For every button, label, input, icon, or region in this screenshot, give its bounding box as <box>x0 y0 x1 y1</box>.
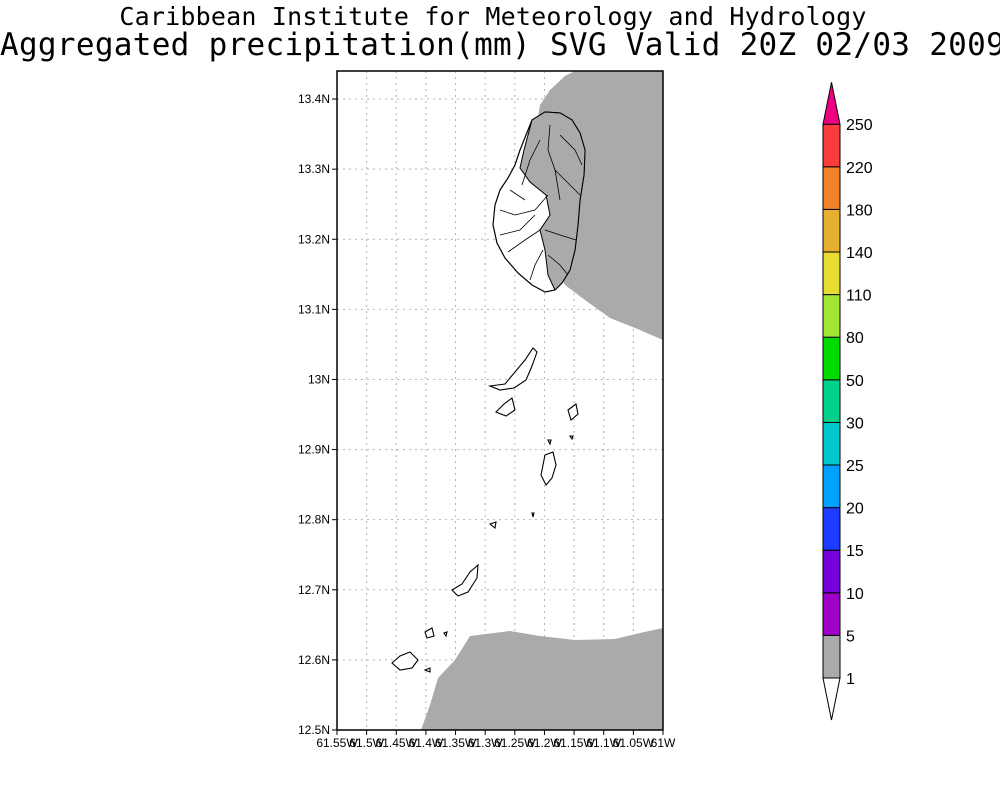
canouan-island <box>540 451 557 486</box>
lon-tick-label: 61.15W <box>553 736 595 750</box>
colorbar-label: 5 <box>846 628 855 645</box>
colorbar-label: 140 <box>846 245 873 262</box>
st-vincent-wet-east <box>519 111 586 291</box>
colorbar-label: 80 <box>846 330 864 347</box>
colorbar-label: 15 <box>846 543 864 560</box>
institute-title: Caribbean Institute for Meteorology and … <box>119 2 867 31</box>
longitude-axis: 61.55W61.5W61.45W61.4W61.35W61.3W61.25W6… <box>316 730 676 750</box>
lat-tick-label: 12.9N <box>298 443 330 457</box>
st-vincent-island <box>492 111 586 293</box>
lat-tick-label: 13.4N <box>298 92 330 106</box>
lon-tick-label: 61.05W <box>613 736 655 750</box>
colorbar-swatch <box>822 549 841 594</box>
lat-tick-label: 12.5N <box>298 723 330 737</box>
mustique-island <box>495 397 516 417</box>
bequia-island <box>487 347 538 391</box>
islet-5 <box>568 435 574 441</box>
grenadines-islands <box>391 347 579 673</box>
colorbar-swatch <box>822 336 841 381</box>
colorbar-label: 20 <box>846 501 864 518</box>
lon-tick-label: 61.25W <box>494 736 536 750</box>
colorbar-label: 110 <box>846 288 872 305</box>
union-island <box>451 563 479 597</box>
colorbar-top-arrow <box>822 82 841 125</box>
colorbar-bottom-arrow <box>822 677 841 721</box>
colorbar-swatch <box>822 208 841 253</box>
colorbar-swatch <box>822 464 841 509</box>
lat-tick-label: 13.3N <box>298 162 330 176</box>
lon-tick-label: 61.2W <box>527 736 562 750</box>
petite-martinique-island <box>424 627 435 639</box>
islet-3 <box>423 667 431 673</box>
islet-2 <box>547 439 552 446</box>
colorbar-swatch <box>822 251 841 296</box>
colorbar-label: 30 <box>846 415 864 432</box>
colorbar-label: 25 <box>846 458 864 475</box>
colorbar-swatch <box>822 166 841 210</box>
colorbar-swatch <box>822 592 841 636</box>
watershed-boundaries <box>499 124 583 281</box>
map-frame <box>336 70 664 731</box>
lat-tick-label: 13.1N <box>298 302 330 316</box>
lon-tick-label: 61.35W <box>435 736 477 750</box>
lon-tick-label: 61.45W <box>376 736 418 750</box>
lon-tick-label: 61.1W <box>586 736 621 750</box>
lon-tick-label: 61.5W <box>349 736 384 750</box>
lat-tick-label: 12.7N <box>298 583 330 597</box>
colorbar-label: 250 <box>846 117 873 134</box>
baliceaux-island <box>567 403 579 421</box>
carriacou-island <box>391 651 419 671</box>
lon-tick-label: 61W <box>651 736 676 750</box>
lon-tick-label: 61.4W <box>409 736 444 750</box>
colorbar-swatch <box>822 634 841 679</box>
islet-1 <box>531 512 535 518</box>
colorbar-label: 180 <box>846 202 873 219</box>
colorbar-swatch <box>822 379 841 423</box>
colorbar-label: 1 <box>846 671 855 688</box>
lat-tick-label: 12.6N <box>298 653 330 667</box>
colorbar-swatch <box>822 507 841 551</box>
product-title: Aggregated precipitation(mm) SVG Valid 2… <box>0 27 1000 63</box>
colorbar-label: 220 <box>846 160 873 177</box>
lon-tick-label: 61.55W <box>316 736 358 750</box>
colorbar-swatch <box>822 294 841 338</box>
precip-area-south <box>421 628 663 730</box>
islet-4 <box>443 631 448 638</box>
lon-tick-label: 61.3W <box>468 736 503 750</box>
colorbar-label: 50 <box>846 373 864 390</box>
colorbar-swatch <box>822 123 841 168</box>
lat-tick-label: 13N <box>308 372 330 386</box>
latitude-axis: 13.4N 13.3N 13.2N 13.1N 13N 12.9N 12.8N 12.7N 12… <box>298 92 337 737</box>
lat-tick-label: 12.8N <box>298 513 330 527</box>
lat-tick-label: 13.2N <box>298 232 330 246</box>
colorbar-swatch <box>822 421 841 466</box>
colorbar-label: 10 <box>846 586 864 603</box>
mayreau-island <box>488 521 497 530</box>
